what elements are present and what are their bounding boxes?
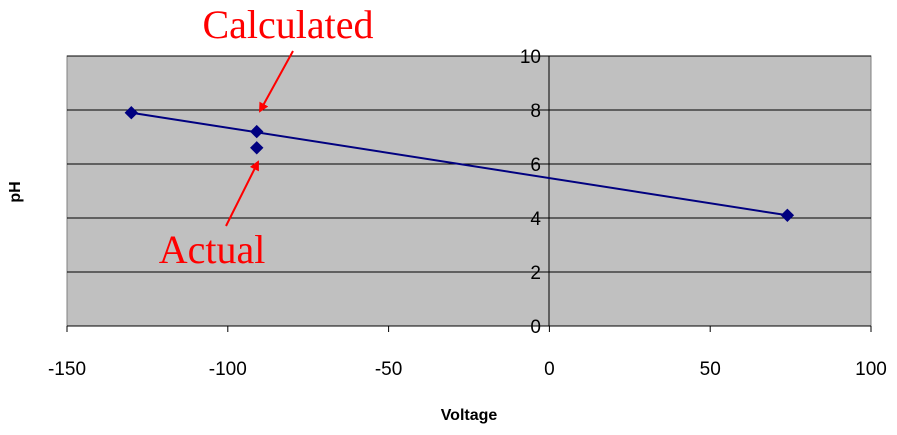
y-tick-label: 4 — [530, 209, 541, 230]
annotations: Calculated Actual — [159, 2, 374, 272]
x-tick-label: 0 — [544, 359, 555, 380]
x-tick-label: -100 — [209, 359, 247, 380]
y-tick-label: 6 — [530, 155, 541, 176]
x-tick-labels: -150 -100 -50 0 50 100 — [48, 359, 887, 380]
y-tick-label: 0 — [530, 317, 541, 338]
annotation-arrow — [259, 50, 294, 113]
y-tick-label: 10 — [520, 47, 541, 68]
y-axis-title: pH — [7, 181, 24, 202]
data-point — [780, 208, 795, 223]
x-tick-label: -150 — [48, 359, 86, 380]
x-axis-title: Voltage — [441, 407, 498, 424]
annotation-actual: Actual — [159, 227, 266, 272]
axes — [66, 55, 872, 332]
y-tick-label: 2 — [530, 263, 541, 284]
annotation-arrow — [225, 160, 259, 227]
y-tick-labels: 0 2 4 6 8 10 — [520, 47, 542, 338]
x-tick-label: 50 — [700, 359, 721, 380]
gridlines — [67, 55, 871, 273]
data-point — [250, 124, 264, 139]
x-tick-label: -50 — [375, 359, 402, 380]
x-tick-label: 100 — [855, 359, 887, 380]
trend-line — [131, 111, 788, 217]
annotation-calculated: Calculated — [202, 2, 373, 47]
plot-area — [66, 55, 872, 327]
data-point — [124, 105, 139, 120]
data-point — [250, 141, 264, 155]
series — [124, 105, 795, 223]
y-tick-label: 8 — [530, 101, 541, 122]
